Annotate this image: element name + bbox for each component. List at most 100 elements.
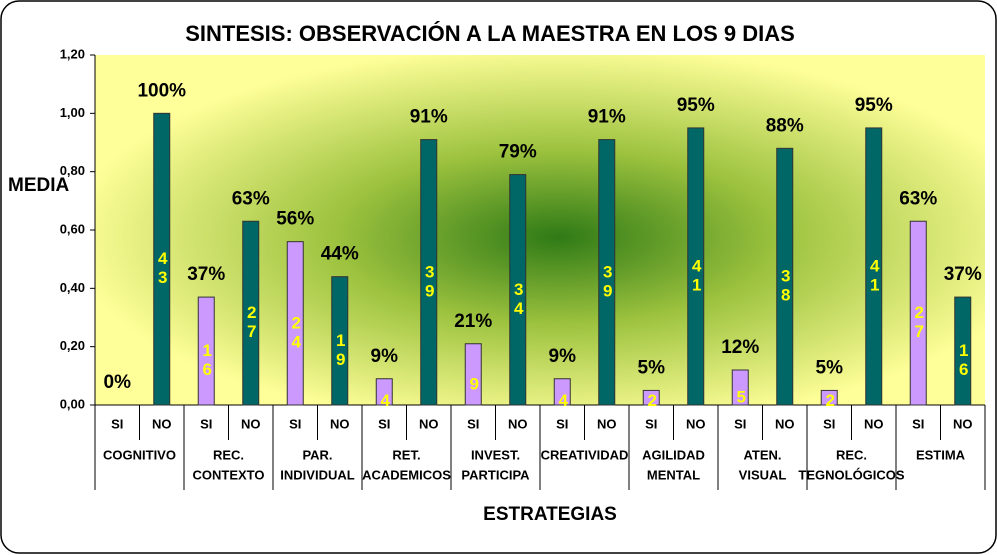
bar [687, 127, 705, 406]
x-tick-label: NO [953, 416, 973, 431]
x-tick-label: NO [597, 416, 617, 431]
chart-title: SINTESIS: OBSERVACIÓN A LA MAESTRA EN LO… [185, 21, 795, 46]
value-label: 95% [677, 95, 715, 116]
bar [242, 220, 260, 406]
x-tick-label: SI [111, 416, 123, 431]
count-label: 27 [910, 303, 929, 341]
count-label: 4 [376, 391, 395, 410]
bar [909, 220, 927, 406]
y-tick-label: 0,80 [60, 163, 85, 178]
count-label: 34 [509, 280, 528, 318]
x-tick-label: SI [912, 416, 924, 431]
bar [375, 378, 393, 406]
bar [464, 343, 482, 406]
value-label: 9% [371, 346, 399, 367]
value-label: 37% [187, 264, 225, 285]
group-label: INVEST. [471, 447, 520, 462]
group-label: ACADEMICOS [362, 467, 451, 482]
count-label: 41 [865, 256, 884, 294]
count-label: 41 [687, 256, 706, 294]
x-tick-label: NO [419, 416, 439, 431]
count-label: 38 [776, 267, 795, 305]
x-tick-label: SI [823, 416, 835, 431]
bar [331, 276, 349, 406]
group-label: CREATIVIDAD [541, 447, 629, 462]
x-tick-label: SI [378, 416, 390, 431]
group-label: ESTIMA [916, 447, 966, 462]
x-tick-label: SI [645, 416, 657, 431]
bar [509, 174, 527, 406]
value-label: 44% [321, 244, 359, 265]
y-tick-label: 0,00 [60, 396, 85, 411]
count-label: 43 [153, 249, 172, 287]
value-label: 37% [944, 264, 982, 285]
x-tick-label: NO [686, 416, 706, 431]
group-label: REC. [836, 447, 867, 462]
bar [598, 139, 616, 406]
x-tick-label: SI [556, 416, 568, 431]
x-tick-label: SI [289, 416, 301, 431]
value-label: 88% [766, 115, 804, 136]
group-label: PAR. [302, 447, 332, 462]
x-tick-label: SI [467, 416, 479, 431]
count-label: 16 [198, 341, 217, 379]
group-label: INDIVIDUAL [280, 467, 354, 482]
value-label: 91% [588, 107, 626, 128]
group-label: RET. [392, 447, 420, 462]
x-tick-label: NO [508, 416, 528, 431]
group-label: COGNITIVO [103, 447, 176, 462]
bar [865, 127, 883, 406]
value-label: 9% [549, 346, 577, 367]
count-label: 2 [821, 391, 840, 410]
count-label: 39 [420, 262, 439, 300]
value-label: 21% [454, 311, 492, 332]
count-label: 39 [598, 262, 617, 300]
count-label: 4 [554, 391, 573, 410]
value-label: 56% [276, 209, 314, 230]
group-label: PARTICIPA [461, 467, 530, 482]
bar [954, 296, 972, 406]
group-label: VISUAL [739, 467, 787, 482]
value-label: 63% [899, 188, 937, 209]
bar [197, 296, 215, 406]
x-tick-label: SI [734, 416, 746, 431]
value-label: 5% [638, 357, 666, 378]
group-label: AGILIDAD [642, 447, 705, 462]
count-label: 19 [331, 331, 350, 369]
x-axis-label: ESTRATEGIAS [483, 504, 617, 525]
value-label: 12% [721, 337, 759, 358]
value-label: 95% [855, 95, 893, 116]
bar [731, 369, 749, 406]
group-label: ATEN. [743, 447, 781, 462]
x-tick-label: NO [241, 416, 261, 431]
x-tick-label: NO [775, 416, 795, 431]
y-tick-label: 0,40 [60, 280, 85, 295]
bar [776, 147, 794, 406]
y-tick-label: 0,20 [60, 338, 85, 353]
group-label: MENTAL [647, 467, 700, 482]
value-label: 79% [499, 142, 537, 163]
x-tick-label: NO [330, 416, 350, 431]
value-label: 91% [410, 107, 448, 128]
y-tick-label: 1,20 [60, 46, 85, 61]
bar [820, 389, 838, 406]
value-label: 0% [104, 372, 132, 393]
bar [420, 139, 438, 406]
count-label: 5 [732, 388, 751, 407]
count-label: 24 [287, 313, 306, 351]
count-label: 9 [465, 374, 484, 393]
bar [286, 241, 304, 406]
x-tick-label: SI [200, 416, 212, 431]
bar [153, 112, 171, 406]
count-label: 16 [954, 341, 973, 379]
value-label: 5% [816, 357, 844, 378]
plot-area [95, 55, 985, 405]
y-tick-label: 0,60 [60, 221, 85, 236]
value-label: 63% [232, 188, 270, 209]
bar [553, 378, 571, 406]
x-tick-label: NO [152, 416, 172, 431]
bar [642, 389, 660, 406]
x-tick-label: NO [864, 416, 884, 431]
y-tick-label: 1,00 [60, 105, 85, 120]
